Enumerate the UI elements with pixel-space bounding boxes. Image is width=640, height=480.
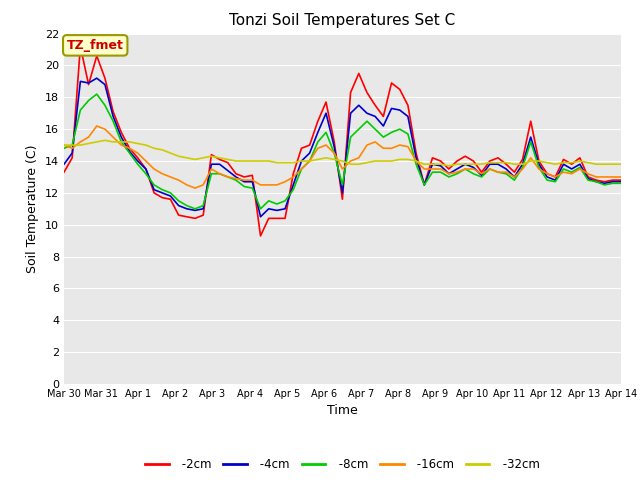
Y-axis label: Soil Temperature (C): Soil Temperature (C): [26, 144, 39, 273]
Title: Tonzi Soil Temperatures Set C: Tonzi Soil Temperatures Set C: [229, 13, 456, 28]
X-axis label: Time: Time: [327, 405, 358, 418]
Legend:  -2cm,  -4cm,  -8cm,  -16cm,  -32cm: -2cm, -4cm, -8cm, -16cm, -32cm: [140, 454, 545, 476]
Text: TZ_fmet: TZ_fmet: [67, 39, 124, 52]
